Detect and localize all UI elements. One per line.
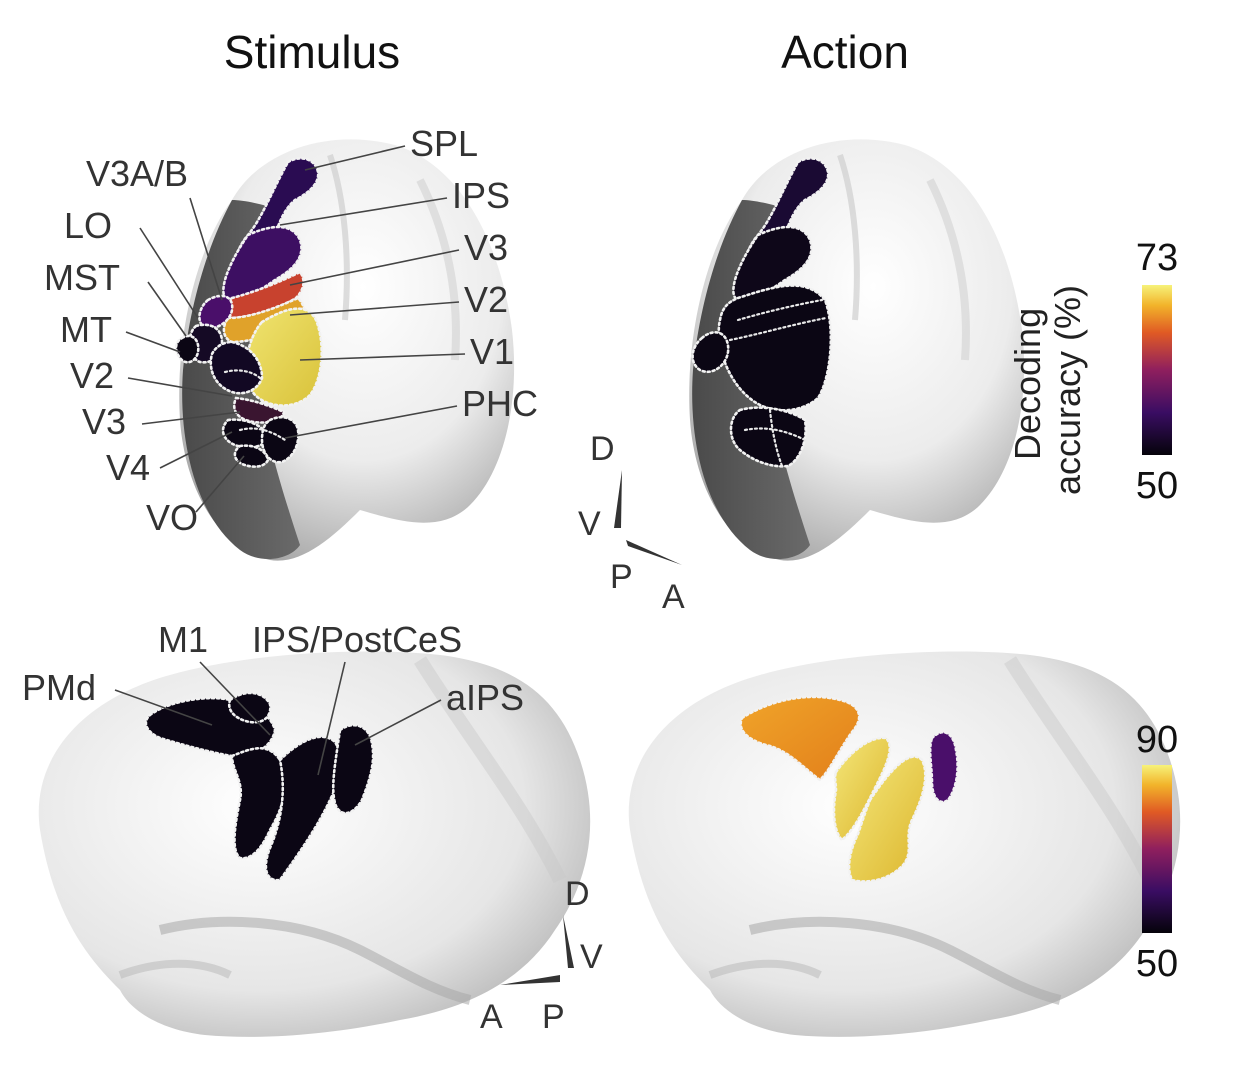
roi-pmd-upper [227, 691, 272, 724]
colorbar-bottom-max: 90 [1136, 719, 1178, 761]
posterior-brain-action [689, 139, 1025, 561]
label-m1: M1 [158, 619, 208, 660]
label-ips-postces: IPS/PostCeS [252, 619, 462, 660]
label-v3ab: V3A/B [86, 153, 188, 194]
colorbar-gradient-bottom [1142, 765, 1172, 933]
orientation-v: V [578, 505, 601, 543]
label-mt: MT [60, 309, 112, 350]
label-mst: MST [44, 257, 120, 298]
label-v3-right: V3 [464, 227, 508, 268]
orientation-marker-bottom: D V A P [480, 875, 603, 1036]
roi-action-ventral [729, 406, 807, 468]
label-v4: V4 [106, 447, 150, 488]
label-v1: V1 [470, 331, 514, 372]
colorbar-top-min: 50 [1136, 465, 1178, 507]
roi-v4 [221, 418, 270, 449]
roi-mst-mt [174, 334, 200, 364]
bottom-left-labels: PMd M1 IPS/PostCeS aIPS [22, 619, 524, 776]
colorbar-bottom: 90 50 [1136, 719, 1178, 985]
label-ips: IPS [452, 175, 510, 216]
column-title-action: Action [781, 26, 909, 78]
label-v2-left: V2 [70, 355, 114, 396]
roi-m1 [230, 746, 287, 860]
orientation-d: D [590, 430, 615, 468]
lateral-brain-action [628, 651, 1181, 1037]
roi-v3ab [198, 294, 234, 330]
label-pmd: PMd [22, 667, 96, 708]
top-left-labels: SPL IPS V3 V2 V1 PHC V3A/B LO MST MT V2 … [44, 123, 538, 538]
colorbar-title-line1: Decoding [1007, 308, 1048, 460]
roi-ips [222, 225, 303, 302]
orientation-p: P [610, 558, 633, 596]
orientation-p: P [542, 998, 565, 1036]
column-title-stimulus: Stimulus [224, 26, 400, 78]
orientation-arrow-dv [563, 915, 574, 968]
orientation-a: A [480, 998, 503, 1036]
roi-action-ips-postces [847, 755, 927, 883]
orientation-arrow-pa [626, 540, 682, 565]
orientation-arrow-ap [500, 975, 560, 985]
label-vo: VO [146, 497, 198, 538]
colorbar-top: Decoding accuracy (%) 73 50 [1007, 237, 1178, 507]
roi-ips-postces [264, 735, 342, 882]
label-v2-right: V2 [464, 279, 508, 320]
roi-action-aips [928, 731, 959, 804]
label-lo: LO [64, 205, 112, 246]
posterior-brain-stimulus [174, 139, 515, 561]
colorbar-gradient-top [1142, 285, 1172, 455]
orientation-d: D [565, 875, 590, 913]
roi-ventral-v2 [209, 340, 264, 395]
roi-action-lateral [691, 331, 730, 373]
label-v3-left: V3 [82, 401, 126, 442]
lateral-brain-stimulus [38, 651, 591, 1037]
roi-aips [331, 723, 375, 815]
roi-action-pmd [739, 695, 861, 782]
colorbar-bottom-min: 50 [1136, 943, 1178, 985]
label-aips: aIPS [446, 677, 524, 718]
orientation-arrow-dv [614, 470, 622, 528]
roi-phc [260, 416, 300, 464]
colorbar-top-max: 73 [1136, 237, 1178, 279]
roi-action-m1 [832, 736, 892, 842]
brain-surface [38, 651, 591, 1037]
roi-vo [233, 444, 270, 468]
orientation-v: V [580, 938, 603, 976]
orientation-marker-top: D V P A [578, 430, 685, 616]
colorbar-title-line2: accuracy (%) [1047, 285, 1088, 495]
orientation-a: A [662, 578, 685, 616]
roi-action-ips [732, 225, 813, 302]
label-phc: PHC [462, 383, 538, 424]
label-spl: SPL [410, 123, 478, 164]
